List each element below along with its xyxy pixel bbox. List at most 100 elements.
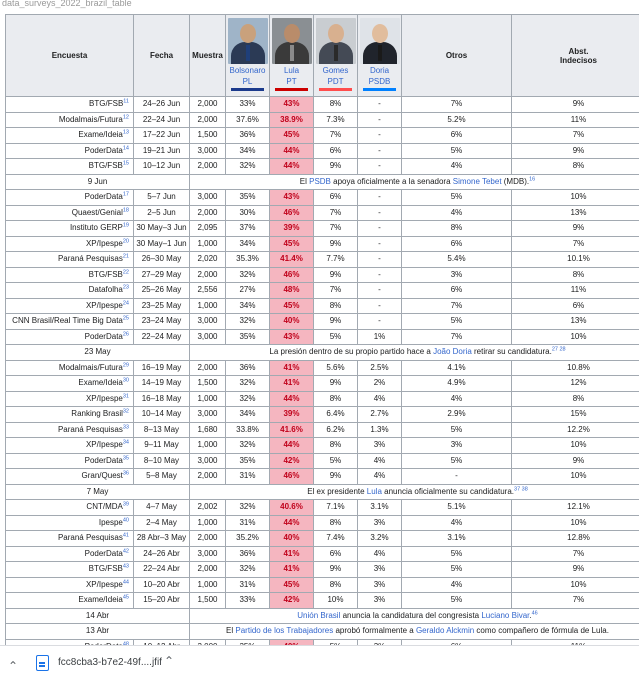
poll-source[interactable]: XP/Ipespe31 — [5, 390, 134, 407]
poll-source[interactable]: Exame/Ideia30 — [5, 375, 134, 392]
reference-link[interactable]: 30 — [122, 377, 129, 384]
reference-link[interactable]: 23 — [122, 284, 129, 291]
reference-link[interactable]: 40 — [122, 517, 129, 524]
poll-name[interactable]: BTG/FSB — [88, 564, 123, 574]
poll-name[interactable]: Ranking Brasil — [71, 409, 123, 419]
poll-name[interactable]: XP/Ipespe — [85, 440, 123, 450]
poll-source[interactable]: Quaest/Genial18 — [5, 204, 134, 221]
poll-name[interactable]: PoderData — [84, 192, 123, 202]
poll-name[interactable]: BTG/FSB — [89, 99, 124, 109]
poll-name[interactable]: Modalmais/Futura — [58, 362, 123, 372]
poll-name[interactable]: Paraná Pesquisas — [57, 254, 123, 264]
poll-name[interactable]: XP/Ipespe — [85, 238, 123, 248]
poll-source[interactable]: Gran/Quest36 — [5, 468, 134, 485]
event-link[interactable]: Lula — [366, 486, 382, 496]
reference-link[interactable]: 27 28 — [551, 346, 566, 353]
reference-link[interactable]: 35 — [122, 455, 129, 462]
reference-link[interactable]: 37 38 — [514, 486, 528, 493]
reference-link[interactable]: 13 — [122, 129, 129, 136]
poll-source[interactable]: BTG/FSB15 — [5, 158, 134, 175]
event-link[interactable]: Simone Tebet — [452, 176, 502, 186]
poll-name[interactable]: CNT/MDA — [86, 502, 123, 512]
poll-name[interactable]: Ipespe — [98, 517, 123, 527]
reference-link[interactable]: 21 — [122, 253, 129, 260]
reference-link[interactable]: 20 — [122, 238, 129, 245]
poll-name[interactable]: PoderData — [84, 548, 123, 558]
poll-source[interactable]: Exame/Ideia45 — [5, 592, 134, 609]
poll-source[interactable]: XP/Ipespe44 — [5, 576, 134, 593]
poll-name[interactable]: XP/Ipespe — [85, 393, 123, 403]
download-item[interactable]: fcc8cba3-b7e2-49f....jfif ⌃ — [36, 652, 186, 676]
reference-link[interactable]: 42 — [122, 548, 129, 555]
candidate-party[interactable]: PDT — [327, 77, 344, 86]
poll-source[interactable]: Paraná Pesquisas33 — [5, 421, 134, 438]
poll-name[interactable]: XP/Ipespe — [85, 579, 123, 589]
candidate-name[interactable]: Doria — [369, 66, 390, 75]
event-link[interactable]: Partido de los Trabajadores — [235, 626, 334, 636]
header-candidate-gomes[interactable]: Gomes PDT — [313, 14, 358, 97]
reference-link[interactable]: 39 — [122, 501, 129, 508]
poll-source[interactable]: PoderData26 — [5, 328, 134, 345]
poll-source[interactable]: PoderData42 — [5, 545, 134, 562]
poll-source[interactable]: Paraná Pesquisas41 — [5, 530, 134, 547]
reference-link[interactable]: 17 — [122, 191, 129, 198]
poll-source[interactable]: XP/Ipespe20 — [5, 235, 134, 252]
reference-link[interactable]: 34 — [122, 439, 129, 446]
poll-name[interactable]: Exame/Ideia — [78, 378, 123, 388]
poll-name[interactable]: PoderData — [84, 455, 123, 465]
poll-source[interactable]: BTG/FSB43 — [5, 561, 134, 578]
candidate-party[interactable]: PSDB — [368, 77, 391, 86]
poll-source[interactable]: Datafolha23 — [5, 282, 134, 299]
candidate-name[interactable]: Gomes — [322, 66, 349, 75]
event-link[interactable]: PSDB — [309, 176, 331, 186]
poll-source[interactable]: PoderData17 — [5, 189, 134, 206]
poll-name[interactable]: Exame/Ideia — [78, 595, 123, 605]
poll-name[interactable]: Paraná Pesquisas — [57, 424, 123, 434]
event-link[interactable]: Luciano Bivar — [481, 610, 530, 620]
poll-source[interactable]: Modalmais/Futura29 — [5, 359, 134, 376]
reference-link[interactable]: 11 — [123, 98, 129, 105]
reference-link[interactable]: 26 — [122, 331, 129, 338]
poll-source[interactable]: BTG/FSB22 — [5, 266, 134, 283]
poll-name[interactable]: Modalmais/Futura — [58, 114, 123, 124]
chevron-up-icon[interactable]: ⌃ — [164, 654, 175, 668]
reference-link[interactable]: 46 — [531, 610, 538, 617]
poll-name[interactable]: Exame/Ideia — [78, 130, 123, 140]
poll-source[interactable]: BTG/FSB11 — [5, 96, 134, 113]
poll-name[interactable]: BTG/FSB — [88, 269, 123, 279]
download-file-name[interactable]: fcc8cba3-b7e2-49f....jfif — [58, 657, 162, 668]
reference-link[interactable]: 43 — [122, 563, 129, 570]
reference-link[interactable]: 31 — [122, 393, 129, 400]
poll-name[interactable]: XP/Ipespe — [85, 300, 123, 310]
poll-source[interactable]: PoderData35 — [5, 452, 134, 469]
reference-link[interactable]: 24 — [122, 300, 129, 307]
poll-source[interactable]: Modalmais/Futura12 — [5, 111, 134, 128]
poll-source[interactable]: XP/Ipespe34 — [5, 437, 134, 454]
reference-link[interactable]: 15 — [122, 160, 129, 167]
reference-link[interactable]: 44 — [122, 579, 129, 586]
reference-link[interactable]: 29 — [122, 362, 129, 369]
poll-name[interactable]: BTG/FSB — [88, 161, 123, 171]
reference-link[interactable]: 18 — [122, 207, 129, 214]
reference-link[interactable]: 25 — [122, 315, 129, 322]
poll-name[interactable]: Instituto GERP — [69, 223, 123, 233]
poll-name[interactable]: Quaest/Genial — [71, 207, 123, 217]
poll-source[interactable]: CNN Brasil/Real Time Big Data25 — [5, 313, 134, 330]
poll-source[interactable]: PoderData14 — [5, 142, 134, 159]
header-candidate-bolsonaro[interactable]: Bolsonaro PL — [225, 14, 270, 97]
poll-source[interactable]: Ipespe40 — [5, 514, 134, 531]
reference-link[interactable]: 12 — [122, 114, 129, 121]
reference-link[interactable]: 33 — [122, 424, 129, 431]
poll-name[interactable]: Paraná Pesquisas — [57, 533, 123, 543]
poll-source[interactable]: Exame/Ideia13 — [5, 127, 134, 144]
poll-name[interactable]: PoderData — [84, 331, 123, 341]
reference-link[interactable]: 41 — [122, 532, 129, 539]
candidate-name[interactable]: Lula — [283, 66, 300, 75]
poll-table-container[interactable]: Encuesta Fecha Muestra Bolsonaro PL — [5, 14, 639, 645]
poll-name[interactable]: CNN Brasil/Real Time Big Data — [12, 316, 123, 326]
poll-source[interactable]: Ranking Brasil32 — [5, 406, 134, 423]
poll-source[interactable]: Paraná Pesquisas21 — [5, 251, 134, 268]
reference-link[interactable]: 19 — [122, 222, 129, 229]
header-candidate-lula[interactable]: Lula PT — [269, 14, 314, 97]
event-link[interactable]: João Doria — [433, 347, 472, 357]
